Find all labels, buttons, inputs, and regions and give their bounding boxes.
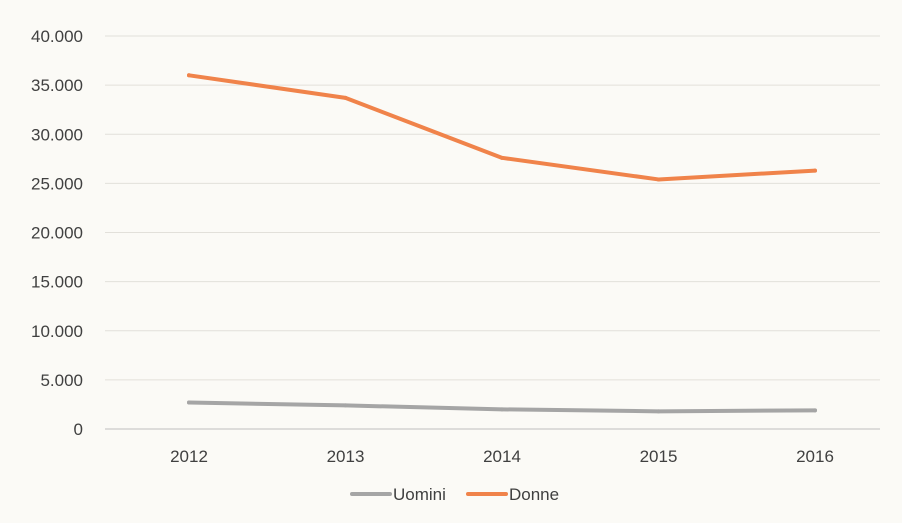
y-tick-label: 25.000 <box>31 174 83 193</box>
x-tick-label: 2015 <box>640 447 678 466</box>
data-point-uomini <box>343 403 348 408</box>
x-tick-label: 2016 <box>796 447 834 466</box>
x-tick-label: 2012 <box>170 447 208 466</box>
y-tick-label: 15.000 <box>31 273 83 292</box>
legend: Uomini Donne <box>350 485 559 504</box>
x-tick-label: 2014 <box>483 447 521 466</box>
y-tick-label: 10.000 <box>31 322 83 341</box>
y-tick-label: 5.000 <box>40 371 83 390</box>
data-point-uomini <box>187 400 191 405</box>
y-tick-label: 20.000 <box>31 224 83 243</box>
data-point-donne <box>187 73 191 78</box>
series-lines <box>187 73 817 414</box>
y-tick-label: 30.000 <box>31 125 83 144</box>
data-point-donne <box>656 177 661 182</box>
y-tick-label: 35.000 <box>31 76 83 95</box>
gridlines <box>105 35 880 430</box>
x-tick-label: 2013 <box>327 447 365 466</box>
data-point-donne <box>343 95 348 100</box>
data-point-uomini <box>500 407 504 412</box>
series-line-donne <box>187 73 817 182</box>
legend-label-uomini: Uomini <box>393 485 446 504</box>
data-point-uomini <box>656 409 661 414</box>
data-point-donne <box>813 168 817 173</box>
y-tick-label: 0 <box>74 420 83 439</box>
x-axis-ticks: 2012 2013 2014 2015 2016 <box>170 447 834 466</box>
legend-label-donne: Donne <box>509 485 559 504</box>
data-point-donne <box>500 155 504 160</box>
y-tick-label: 40.000 <box>31 27 83 46</box>
data-point-uomini <box>813 408 817 413</box>
y-axis-ticks: 0 5.000 10.000 15.000 20.000 25.000 30.000 35.0… <box>31 27 83 439</box>
